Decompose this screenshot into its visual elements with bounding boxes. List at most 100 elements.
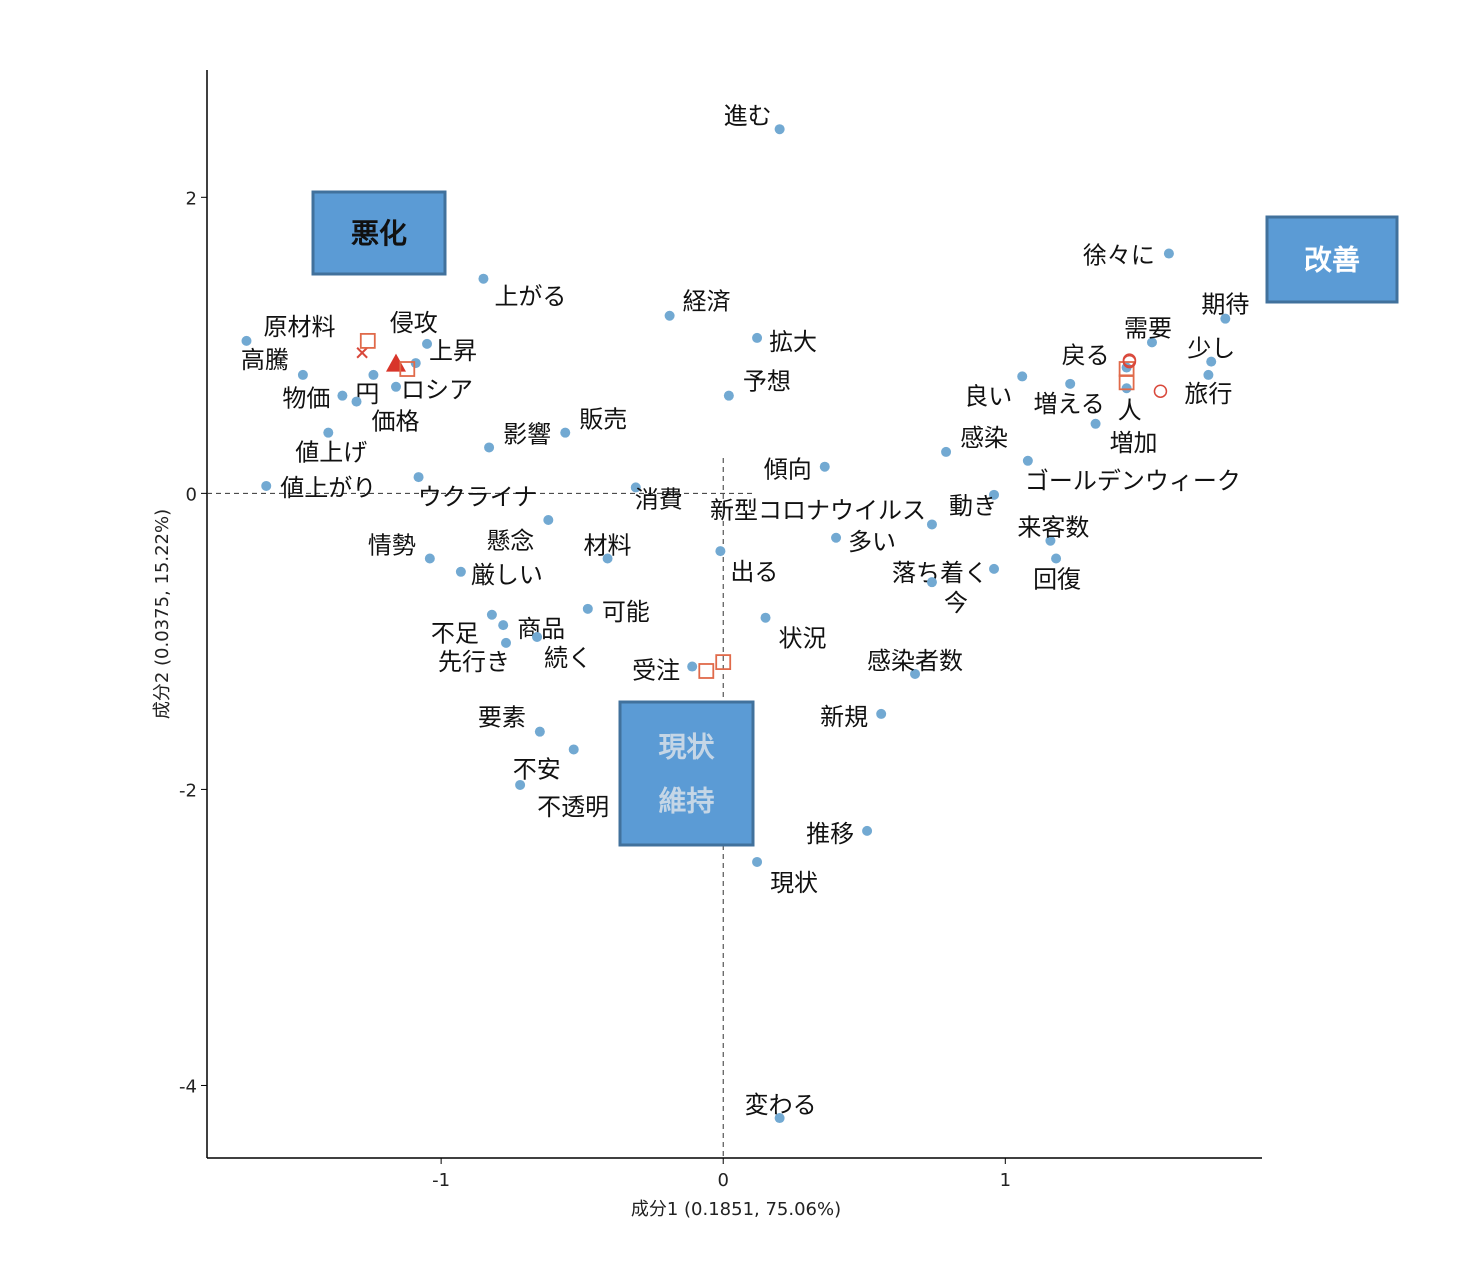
word-label: 少し [1187,335,1235,363]
annotation-label: 悪化 [351,217,407,250]
word-point [1065,378,1076,389]
word-point [941,446,952,457]
word-point [368,369,379,380]
word-label: 上昇 [429,337,477,365]
word-point [1203,369,1214,380]
word-label: 需要 [1124,314,1172,342]
y-tick-label: -2 [179,780,197,801]
word-label: 旅行 [1184,380,1232,408]
word-point [422,338,433,349]
word-point [1146,337,1157,348]
word-point [532,631,543,642]
annotation-box [311,190,447,276]
word-point [687,661,698,672]
word-point [424,553,435,564]
word-point [760,612,771,623]
word-point [774,124,785,135]
word-point [862,825,873,836]
word-point [543,515,554,526]
word-point [1220,313,1231,324]
circle-marker [1153,384,1168,398]
word-label: 先行き [438,648,510,676]
word-label: 人 [1118,396,1142,424]
annotation-label: 改善 [1304,244,1360,277]
word-point [1121,383,1132,394]
word-point [323,427,334,438]
word-point [1163,248,1174,259]
word-point [484,442,495,453]
word-point [926,577,937,588]
word-point [1051,553,1062,564]
word-label: 変わる [745,1091,817,1119]
word-point [989,489,1000,500]
annotation-label: 維持 [658,785,714,818]
y-tick-label: 2 [186,188,197,209]
word-label: 戻る [1062,342,1110,370]
word-label: 値上がり [280,474,376,502]
cross-marker [356,347,368,359]
word-label: 動き [949,492,997,520]
x-tick-label: -1 [432,1170,450,1191]
word-label: 要素 [478,704,526,732]
word-point [1017,371,1028,382]
x-axis-title: 成分1 (0.1851, 75.06%) [631,1199,841,1220]
word-point [261,480,272,491]
word-point [910,668,921,679]
word-point [297,369,308,380]
annotation-box [1265,215,1399,304]
word-point [630,482,641,493]
word-label: 厳しい [471,561,543,589]
word-label: 拡大 [769,328,817,356]
word-label: 価格 [372,408,420,436]
annotation-label: 現状 [658,731,715,764]
word-point [664,310,675,321]
word-label: 懸念 [486,527,534,555]
word-label: 新型コロナウイルス [710,496,926,524]
word-label: 推移 [806,820,854,848]
word-label: 出る [730,558,778,586]
word-point [1206,356,1217,367]
word-label: 受注 [632,657,680,685]
word-label: 徐々に [1083,242,1155,270]
word-label: 落ち着く [892,559,988,587]
word-point [498,620,509,631]
word-label: 状況 [779,625,827,653]
word-label: 来客数 [1017,514,1089,542]
word-label: 不足 [431,620,479,648]
word-label: 経済 [683,288,731,316]
word-label: 今 [944,589,968,617]
word-label: 傾向 [764,456,812,484]
word-label: 影響 [503,420,551,448]
word-point [241,335,252,346]
word-label: 材料 [584,531,632,559]
word-label: 良い [964,382,1012,410]
y-tick-label: 0 [186,484,197,505]
word-label: 期待 [1201,291,1249,319]
word-point [582,603,593,614]
word-point [723,390,734,401]
x-tick-label: 0 [717,1170,728,1191]
word-label: 情勢 [368,531,416,559]
circle-marker [1122,354,1137,369]
word-point [774,1113,785,1124]
word-label: 感染 [960,424,1008,452]
word-point [534,726,545,737]
annotation-box [618,700,755,847]
word-point [752,856,763,867]
word-point [568,744,579,755]
word-label: ウクライナ [418,483,538,511]
word-point [1022,455,1033,466]
word-label: 物価 [282,385,330,413]
word-label: 可能 [602,598,650,626]
word-label: 上がる [494,283,566,311]
word-point [337,390,348,401]
word-point [410,358,421,369]
y-axis-title: 成分2 (0.0375, 15.22%) [152,509,173,719]
word-point [715,546,726,557]
word-label: 高騰 [241,346,289,374]
word-label: 原材料 [263,313,335,341]
word-label: 侵攻 [390,309,438,337]
word-label: 感染者数 [867,647,963,675]
word-point [602,553,613,564]
